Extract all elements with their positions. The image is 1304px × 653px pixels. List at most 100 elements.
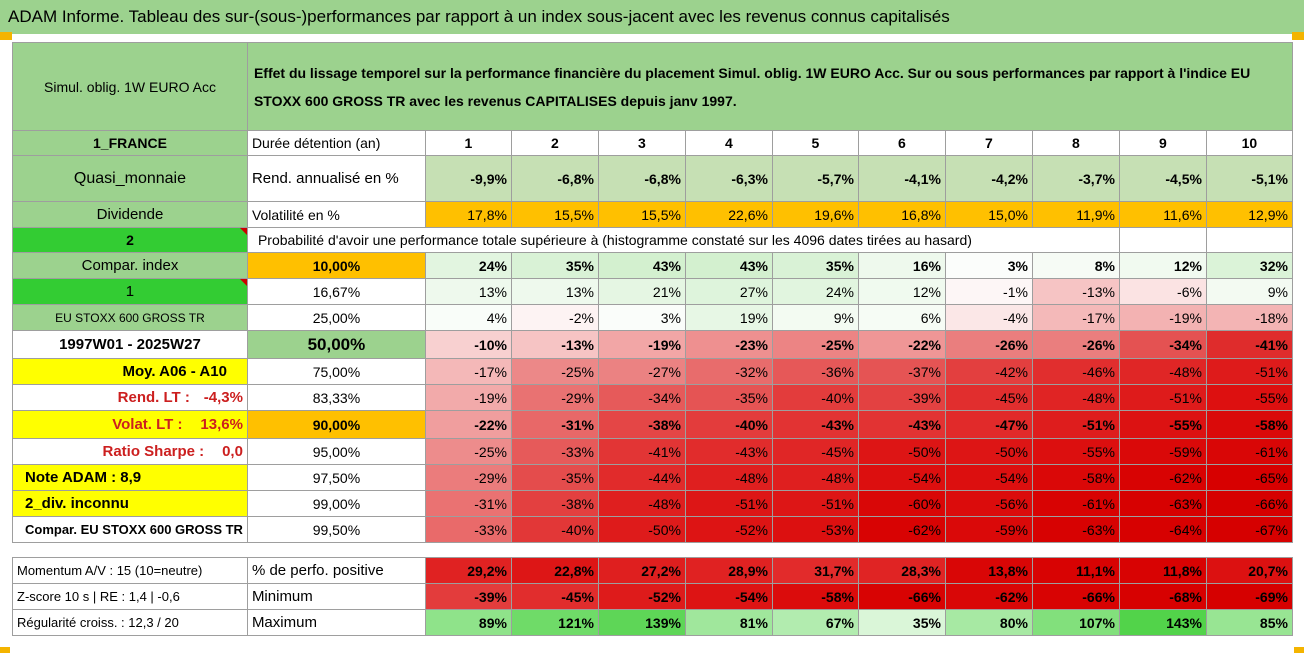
- rend-cell: -6,8%: [597, 155, 686, 202]
- quantile-value: -60%: [857, 490, 946, 517]
- rend-lt-value: -4,3%: [203, 389, 243, 406]
- quantile-value: -25%: [424, 438, 512, 465]
- quantile-value: -66%: [1205, 490, 1293, 517]
- volat-lt-value: 13,6%: [200, 416, 243, 433]
- duration-header: 6: [857, 130, 946, 156]
- quantile-value: -55%: [1205, 384, 1293, 411]
- quantile-value: 19%: [684, 304, 773, 331]
- volat-lt-label: Volat. LT :: [112, 416, 183, 433]
- quantile-value: -13%: [510, 330, 599, 359]
- quantile-value: -50%: [597, 516, 686, 543]
- quantile-value: -26%: [1031, 330, 1120, 359]
- quantile-label: 90,00%: [246, 410, 426, 439]
- quantile-value: -19%: [597, 330, 686, 359]
- rend-cell: -5,7%: [771, 155, 859, 202]
- quantile-value: 32%: [1205, 252, 1293, 279]
- quantile-value: -62%: [857, 516, 946, 543]
- rend-lt-label: Rend. LT :: [117, 389, 190, 406]
- min-cell: -68%: [1118, 583, 1207, 610]
- rend-label: Rend. annualisé en %: [246, 155, 426, 202]
- country-cell: 1_FRANCE: [12, 130, 248, 156]
- quantile-value: -48%: [684, 464, 773, 491]
- probability-label: Probabilité d'avoir une performance tota…: [246, 227, 1120, 253]
- quantile-value: 35%: [510, 252, 599, 279]
- rend-cell: -4,1%: [857, 155, 946, 202]
- vol-cell: 16,8%: [857, 201, 946, 228]
- rend-cell: -3,7%: [1031, 155, 1120, 202]
- max-cell: 35%: [857, 609, 946, 636]
- pos-cell: 11,1%: [1031, 557, 1120, 584]
- quantile-value: -22%: [424, 410, 512, 439]
- quantile-value: -56%: [944, 490, 1033, 517]
- quantile-value: -34%: [597, 384, 686, 411]
- pos-cell: 20,7%: [1205, 557, 1293, 584]
- quantile-value: -64%: [1118, 516, 1207, 543]
- quantile-value: -40%: [684, 410, 773, 439]
- quantile-value: -51%: [1205, 358, 1293, 385]
- quantile-value: -48%: [771, 464, 859, 491]
- quantile-value: 12%: [857, 278, 946, 305]
- duration-header: 8: [1031, 130, 1120, 156]
- quantile-value: 13%: [424, 278, 512, 305]
- quantile-value: -33%: [510, 438, 599, 465]
- quantile-value: -48%: [597, 490, 686, 517]
- quantile-label: 99,50%: [246, 516, 426, 543]
- min-cell: -52%: [597, 583, 686, 610]
- pos-cell: 28,9%: [684, 557, 773, 584]
- duration-header: 5: [771, 130, 859, 156]
- quantile-value: 6%: [857, 304, 946, 331]
- quantile-value: -34%: [1118, 330, 1207, 359]
- spacer-row: [12, 542, 1293, 558]
- vol-cell: 12,9%: [1205, 201, 1293, 228]
- quantile-value: -58%: [1205, 410, 1293, 439]
- max-cell: 80%: [944, 609, 1033, 636]
- quantile-value: -55%: [1031, 438, 1120, 465]
- quantile-value: -37%: [857, 358, 946, 385]
- min-cell: -69%: [1205, 583, 1293, 610]
- duration-header: 3: [597, 130, 686, 156]
- quantile-value: -50%: [857, 438, 946, 465]
- quantile-value: -48%: [1118, 358, 1207, 385]
- quantile-value: -17%: [424, 358, 512, 385]
- duration-header: 7: [944, 130, 1033, 156]
- quantile-value: -33%: [424, 516, 512, 543]
- min-cell: -58%: [771, 583, 859, 610]
- duration-label: Durée détention (an): [246, 130, 426, 156]
- quantile-value: -59%: [944, 516, 1033, 543]
- quantile-value: -51%: [771, 490, 859, 517]
- pos-cell: 28,3%: [857, 557, 946, 584]
- compar-index-cell: Compar. index: [12, 252, 248, 279]
- quantile-value: -48%: [1031, 384, 1120, 411]
- vol-cell: 17,8%: [424, 201, 512, 228]
- vol-cell: 11,9%: [1031, 201, 1120, 228]
- duration-header: 4: [684, 130, 773, 156]
- quantile-value: -13%: [1031, 278, 1120, 305]
- quantile-value: -2%: [510, 304, 599, 331]
- rend-cell: -9,9%: [424, 155, 512, 202]
- selector-cell-2[interactable]: 2: [12, 227, 248, 253]
- min-cell: -54%: [684, 583, 773, 610]
- vol-cell: 15,5%: [510, 201, 599, 228]
- period-cell: 1997W01 - 2025W27: [12, 330, 248, 359]
- div-cell: 2_div. inconnu: [12, 490, 248, 517]
- min-cell: -45%: [510, 583, 599, 610]
- dividend-cell: Dividende: [12, 201, 248, 228]
- quantile-value: -19%: [1118, 304, 1207, 331]
- quantile-value: -40%: [510, 516, 599, 543]
- index-name-cell: EU STOXX 600 GROSS TR: [12, 304, 248, 331]
- max-label: Maximum: [246, 609, 426, 636]
- empty-cell: [1118, 227, 1207, 253]
- quantile-value: 4%: [424, 304, 512, 331]
- quantile-value: -4%: [944, 304, 1033, 331]
- quantile-value: -45%: [771, 438, 859, 465]
- fund-name-cell: Simul. oblig. 1W EURO Acc: [12, 42, 248, 131]
- quantile-value: -31%: [510, 410, 599, 439]
- quantile-value: -35%: [684, 384, 773, 411]
- quantile-value: 43%: [597, 252, 686, 279]
- max-cell: 81%: [684, 609, 773, 636]
- quantile-value: 3%: [597, 304, 686, 331]
- rend-cell: -4,2%: [944, 155, 1033, 202]
- quantile-value: -29%: [424, 464, 512, 491]
- selector-cell-1[interactable]: 1: [12, 278, 248, 305]
- duration-header: 1: [424, 130, 512, 156]
